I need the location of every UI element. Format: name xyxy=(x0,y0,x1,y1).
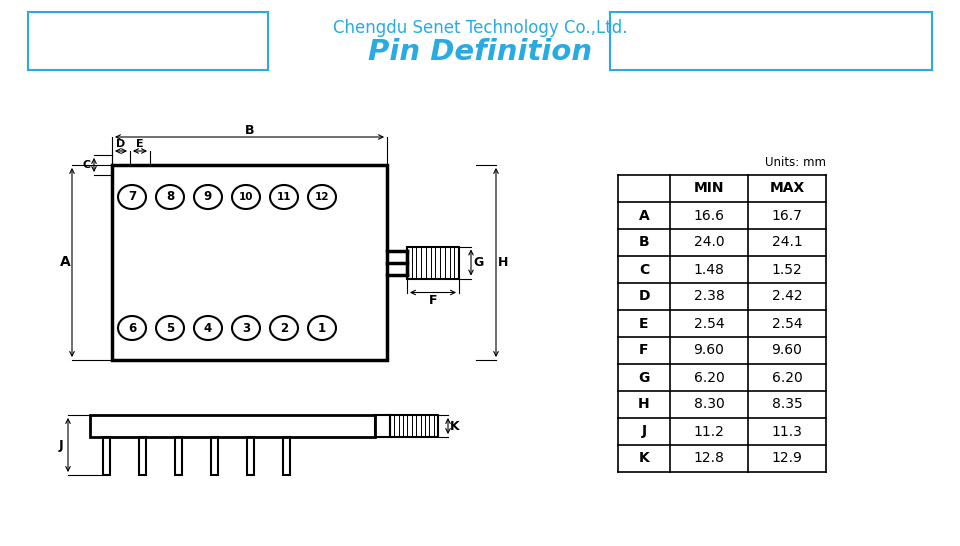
Text: D: D xyxy=(116,139,126,149)
Text: J: J xyxy=(59,438,63,452)
Text: H: H xyxy=(498,256,508,269)
Text: 16.6: 16.6 xyxy=(693,209,725,223)
Text: 6.20: 6.20 xyxy=(772,371,803,384)
Text: 11.2: 11.2 xyxy=(693,424,725,438)
Text: 7: 7 xyxy=(128,191,136,204)
Text: Chengdu Senet Technology Co.,Ltd.: Chengdu Senet Technology Co.,Ltd. xyxy=(333,19,627,37)
Bar xyxy=(375,415,390,437)
Bar xyxy=(211,437,218,475)
Text: 12.9: 12.9 xyxy=(772,452,803,466)
Bar xyxy=(283,437,290,475)
Text: MIN: MIN xyxy=(694,181,724,195)
Text: E: E xyxy=(136,139,144,149)
Text: G: G xyxy=(473,256,483,269)
Bar xyxy=(90,415,375,437)
Text: C: C xyxy=(83,160,91,170)
Text: 24.1: 24.1 xyxy=(772,235,803,250)
Text: 16.7: 16.7 xyxy=(772,209,803,223)
Text: 8.30: 8.30 xyxy=(694,397,725,412)
Text: H: H xyxy=(638,397,650,412)
Bar xyxy=(103,437,110,475)
Text: 10: 10 xyxy=(239,192,253,202)
Bar xyxy=(28,12,268,70)
Text: B: B xyxy=(245,123,254,136)
Text: 6: 6 xyxy=(128,322,136,335)
Text: 2.42: 2.42 xyxy=(772,289,803,304)
Text: 2.54: 2.54 xyxy=(694,317,724,330)
Text: 9: 9 xyxy=(204,191,212,204)
Text: K: K xyxy=(450,419,460,432)
Text: 1.52: 1.52 xyxy=(772,263,803,276)
Text: MAX: MAX xyxy=(769,181,804,195)
Bar xyxy=(175,437,182,475)
Text: C: C xyxy=(638,263,649,276)
Bar xyxy=(112,165,387,360)
Text: 24.0: 24.0 xyxy=(694,235,724,250)
Text: 2: 2 xyxy=(280,322,288,335)
Text: 4: 4 xyxy=(204,322,212,335)
Text: 8: 8 xyxy=(166,191,174,204)
Text: 12.8: 12.8 xyxy=(693,452,725,466)
Text: A: A xyxy=(60,256,70,270)
Bar xyxy=(247,437,254,475)
Text: E: E xyxy=(639,317,649,330)
Text: 2.54: 2.54 xyxy=(772,317,803,330)
Text: 3: 3 xyxy=(242,322,250,335)
Bar xyxy=(407,246,459,278)
Text: G: G xyxy=(638,371,650,384)
Text: D: D xyxy=(638,289,650,304)
Text: J: J xyxy=(641,424,647,438)
Text: 5: 5 xyxy=(166,322,174,335)
Text: K: K xyxy=(638,452,649,466)
Text: 12: 12 xyxy=(315,192,329,202)
Text: B: B xyxy=(638,235,649,250)
Text: Units: mm: Units: mm xyxy=(765,156,826,169)
Text: 9.60: 9.60 xyxy=(693,343,725,358)
Text: 1: 1 xyxy=(318,322,326,335)
Bar xyxy=(390,415,438,437)
Text: Pin Definition: Pin Definition xyxy=(368,38,592,66)
Text: 2.38: 2.38 xyxy=(694,289,725,304)
Text: 1.48: 1.48 xyxy=(693,263,725,276)
Bar xyxy=(610,12,932,70)
Text: 8.35: 8.35 xyxy=(772,397,803,412)
Text: 11: 11 xyxy=(276,192,291,202)
Text: 6.20: 6.20 xyxy=(694,371,725,384)
Bar xyxy=(139,437,146,475)
Text: 9.60: 9.60 xyxy=(772,343,803,358)
Text: F: F xyxy=(639,343,649,358)
Text: 11.3: 11.3 xyxy=(772,424,803,438)
Text: F: F xyxy=(429,294,437,307)
Text: A: A xyxy=(638,209,649,223)
